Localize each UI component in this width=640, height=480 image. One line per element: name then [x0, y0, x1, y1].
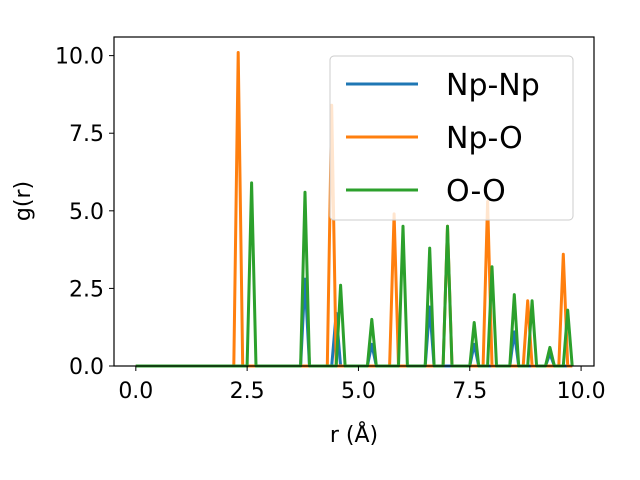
y-axis-ticks: 0.0 2.5 5.0 7.5 10.0: [55, 45, 114, 380]
y-axis-label: g(r): [11, 181, 36, 221]
x-tick-label: 7.5: [452, 379, 487, 404]
y-tick-label: 2.5: [69, 277, 104, 302]
x-tick-label: 10.0: [557, 379, 606, 404]
x-tick-label: 0.0: [118, 379, 153, 404]
plot-frame: [113, 36, 595, 367]
y-tick-label: 7.5: [69, 122, 104, 147]
x-axis-ticks: 0.0 2.5 5.0 7.5 10.0: [118, 366, 606, 404]
legend: Np-Np Np-O O-O: [329, 55, 574, 221]
y-tick-label: 0.0: [69, 355, 104, 380]
legend-label-np-o: Np-O: [446, 121, 523, 156]
y-tick-label: 10.0: [55, 45, 104, 70]
series-line-np-np: [135, 277, 573, 368]
y-tick-label: 5.0: [69, 200, 104, 225]
x-tick-label: 5.0: [341, 379, 376, 404]
legend-label-o-o: O-O: [446, 174, 506, 209]
x-tick-label: 2.5: [230, 379, 265, 404]
legend-box: [329, 55, 574, 221]
x-axis-label: r (Å): [330, 421, 378, 448]
legend-label-np-np: Np-Np: [446, 68, 540, 103]
